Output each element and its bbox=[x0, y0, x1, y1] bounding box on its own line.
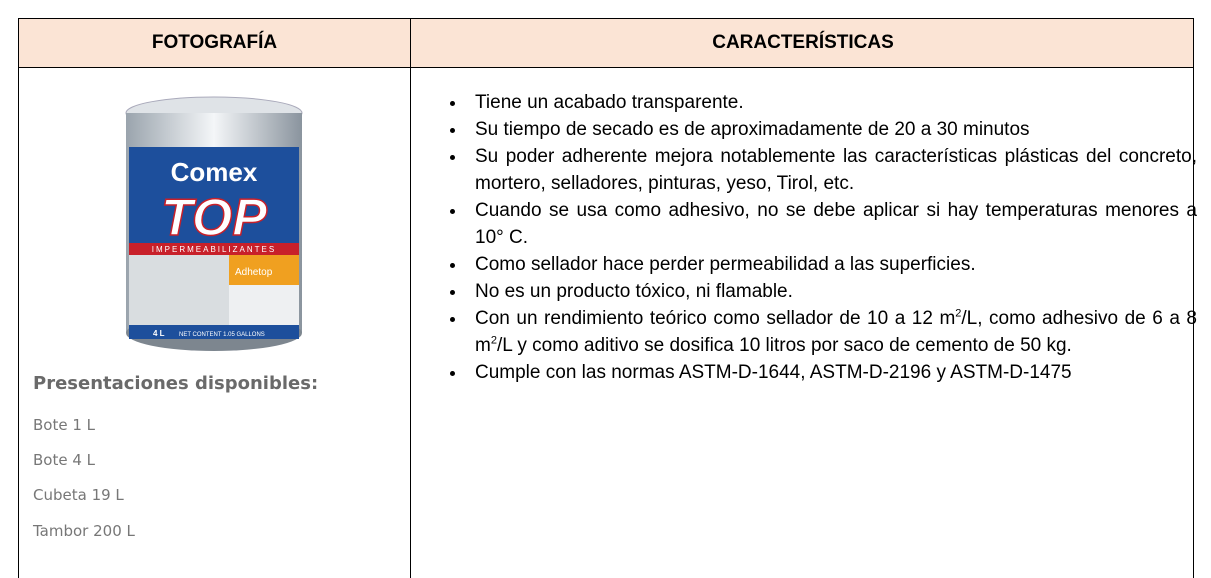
feature-text: Su tiempo de secado es de aproximadament… bbox=[475, 119, 1030, 140]
feature: Su poder adherente mejora notablemente l… bbox=[467, 143, 1197, 197]
presentations-title: Presentaciones disponibles: bbox=[33, 373, 319, 394]
feature-text: Su poder adherente mejora notablemente l… bbox=[475, 146, 1197, 194]
feature-text: Con un rendimiento teórico como sellador… bbox=[475, 308, 956, 329]
superscript: 2 bbox=[490, 334, 497, 347]
feature-text: Como sellador hace perder permeabilidad … bbox=[475, 254, 976, 275]
feature-text: /L, como adhesivo de 6 a 8 m bbox=[475, 308, 1197, 356]
product: Adhetop bbox=[235, 267, 273, 278]
feature: Su tiempo de secado es de aproximadament… bbox=[467, 116, 1197, 143]
product-photo: Comex TOP IMPERMEABILIZANTES Adhetop 4 L… bbox=[125, 96, 303, 351]
feature-list: Tiene un acabado transparente. Su tiempo … bbox=[449, 89, 1197, 386]
header-cell: CARACTERÍSTICAS bbox=[712, 32, 894, 53]
presentation: Cubeta 19 L bbox=[33, 486, 124, 504]
presentation: Bote 4 L bbox=[33, 451, 96, 469]
feature-text: Cumple con las normas ASTM-D-1644, ASTM-… bbox=[475, 362, 1072, 383]
feature: Como sellador hace perder permeabilidad … bbox=[467, 251, 1197, 278]
superscript: 2 bbox=[955, 307, 962, 320]
header-cell: FOTOGRAFÍA bbox=[151, 32, 278, 53]
net: NET CONTENT 1.05 GALLONS bbox=[179, 332, 265, 338]
presentation: Tambor 200 L bbox=[33, 522, 135, 540]
feature-text: /L y como aditivo se dosifica 10 litros … bbox=[496, 335, 1072, 356]
category: IMPERMEABILIZANTES bbox=[152, 245, 276, 254]
feature-text: Cuando se usa como adhesivo, no se debe … bbox=[475, 200, 1197, 248]
feature-text: Tiene un acabado transparente. bbox=[475, 92, 744, 113]
brand: Comex bbox=[171, 157, 258, 187]
feature: No es un producto tóxico, ni flamable. bbox=[467, 278, 1197, 305]
presentation: Bote 1 L bbox=[33, 416, 96, 434]
size: 4 L bbox=[153, 329, 165, 338]
feature: Cuando se usa como adhesivo, no se debe … bbox=[467, 197, 1197, 251]
feature: Tiene un acabado transparente. bbox=[467, 89, 1197, 116]
table: FOTOGRAFÍA CARACTERÍSTICAS Comex TOP IMP… bbox=[18, 18, 1197, 578]
column-divider bbox=[410, 19, 411, 578]
feature: Con un rendimiento teórico como sellador… bbox=[467, 305, 1197, 359]
feature: Cumple con las normas ASTM-D-1644, ASTM-… bbox=[467, 359, 1197, 386]
header-row bbox=[19, 19, 1193, 68]
feature-text: No es un producto tóxico, ni flamable. bbox=[475, 281, 793, 302]
line: TOP bbox=[161, 189, 267, 247]
